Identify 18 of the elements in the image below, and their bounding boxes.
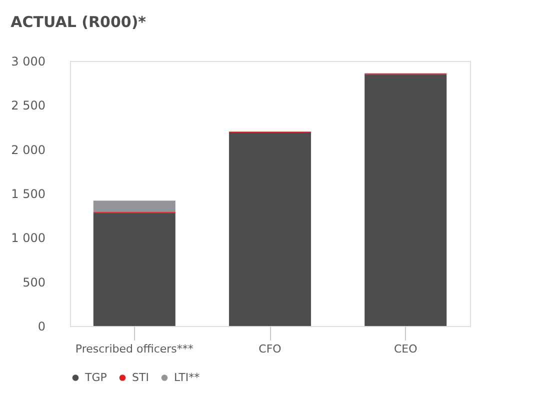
x-tick-label: CFO bbox=[258, 342, 282, 356]
y-tick-label: 3 000 bbox=[11, 54, 46, 68]
y-tick-label: 0 bbox=[38, 320, 46, 334]
x-tick-label: CEO bbox=[394, 342, 418, 356]
legend-label: STI bbox=[132, 370, 149, 384]
bar bbox=[93, 200, 176, 212]
y-tick-label: 2 000 bbox=[11, 142, 46, 157]
bar bbox=[364, 74, 447, 326]
y-tick-label: 1 000 bbox=[11, 231, 46, 246]
x-tick-label: Prescribed officers*** bbox=[75, 342, 194, 356]
y-tick-label: 1 500 bbox=[11, 187, 46, 201]
chart-title: ACTUAL (R000)* bbox=[10, 13, 146, 31]
y-tick-label: 500 bbox=[22, 275, 46, 290]
legend-label: LTI** bbox=[174, 370, 200, 384]
bar bbox=[229, 132, 311, 326]
y-tick-label: 2 500 bbox=[11, 98, 46, 113]
legend-label: TGP bbox=[84, 370, 108, 384]
bar bbox=[93, 212, 176, 326]
